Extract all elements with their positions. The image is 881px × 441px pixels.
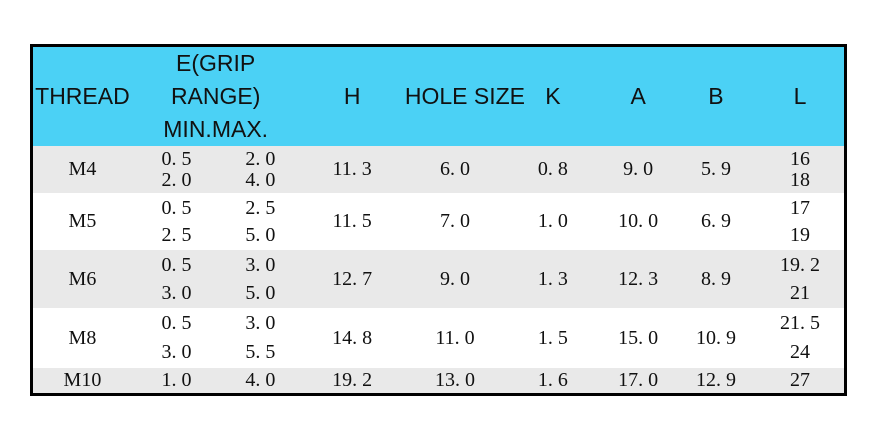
grip-max-line1: 2. 0 bbox=[245, 147, 276, 170]
col-header-h: H bbox=[343, 83, 361, 109]
l-cell: 19. 2 21 bbox=[756, 250, 845, 308]
table-row-m4: M4 0. 5 2. 0 2. 0 4. 0 11. 3 6. 0 0. 8 9… bbox=[31, 146, 846, 193]
k-cell: 1. 3 bbox=[537, 267, 568, 290]
grip-max-cell: 2. 5 5. 0 bbox=[221, 193, 299, 250]
hole-size-cell: 9. 0 bbox=[440, 267, 471, 290]
grip-max-line2: 4. 0 bbox=[245, 168, 276, 191]
h-cell: 11. 5 bbox=[332, 210, 372, 232]
thread-cell: M4 bbox=[68, 158, 97, 180]
hole-size-cell: 13. 0 bbox=[435, 368, 476, 391]
grip-max-line2: 5. 5 bbox=[245, 341, 276, 363]
k-cell: 1. 0 bbox=[537, 210, 568, 232]
b-cell: 10. 9 bbox=[695, 326, 736, 349]
col-header-grip-range: E(GRIP RANGE) MIN.MAX. bbox=[132, 46, 300, 147]
col-header-a: A bbox=[630, 83, 646, 109]
l-line2: 21 bbox=[790, 282, 811, 304]
l-line2: 19 bbox=[790, 223, 811, 246]
grip-min-cell: 0. 5 3. 0 bbox=[132, 308, 221, 368]
col-header-k: K bbox=[545, 83, 561, 109]
hole-size-cell: 7. 0 bbox=[440, 210, 471, 232]
a-cell: 9. 0 bbox=[623, 158, 654, 180]
grip-max-line1: 3. 0 bbox=[245, 312, 276, 334]
a-cell: 10. 0 bbox=[618, 210, 659, 232]
l-line2: 18 bbox=[790, 168, 811, 191]
h-cell: 14. 8 bbox=[332, 326, 373, 349]
k-cell: 1. 5 bbox=[537, 326, 568, 349]
h-cell: 12. 7 bbox=[332, 267, 373, 290]
grip-min-line2: 3. 0 bbox=[161, 341, 192, 363]
thread-cell: M10 bbox=[63, 368, 102, 391]
l-cell: 27 bbox=[790, 368, 811, 391]
b-cell: 5. 9 bbox=[700, 158, 731, 180]
grip-max-cell: 2. 0 4. 0 bbox=[221, 146, 299, 193]
spec-table: THREAD E(GRIP RANGE) MIN.MAX. H HOLE SIZ… bbox=[30, 44, 847, 396]
col-header-b: B bbox=[708, 83, 724, 109]
table-row-m6: M6 0. 5 3. 0 3. 0 5. 0 12. 7 9. 0 1. 3 1… bbox=[31, 250, 846, 308]
l-line1: 19. 2 bbox=[780, 254, 821, 276]
grip-min-line2: 2. 5 bbox=[161, 223, 192, 246]
col-header-thread: THREAD bbox=[35, 83, 130, 109]
grip-max-line2: 5. 0 bbox=[245, 223, 276, 246]
k-cell: 0. 8 bbox=[537, 158, 568, 180]
grip-min-cell: 1. 0 bbox=[161, 368, 192, 391]
grip-header-line3: MIN.MAX. bbox=[163, 116, 269, 142]
l-cell: 17 19 bbox=[756, 193, 845, 250]
grip-max-cell: 3. 0 5. 0 bbox=[221, 250, 299, 308]
grip-min-line2: 3. 0 bbox=[161, 282, 192, 304]
grip-min-line1: 0. 5 bbox=[161, 312, 192, 334]
table-row-m10: M10 1. 0 4. 0 19. 2 13. 0 1. 6 17. 0 12.… bbox=[31, 368, 846, 394]
l-line1: 21. 5 bbox=[780, 312, 821, 334]
grip-header-line1: E(GRIP bbox=[176, 50, 256, 76]
grip-max-cell: 4. 0 bbox=[245, 368, 276, 391]
h-cell: 19. 2 bbox=[332, 368, 373, 391]
grip-min-cell: 0. 5 2. 0 bbox=[132, 146, 221, 193]
grip-max-cell: 3. 0 5. 5 bbox=[221, 308, 299, 368]
thread-cell: M5 bbox=[68, 210, 97, 232]
b-cell: 6. 9 bbox=[700, 210, 731, 232]
hole-size-cell: 11. 0 bbox=[435, 326, 475, 349]
grip-max-line1: 2. 5 bbox=[245, 196, 276, 219]
a-cell: 12. 3 bbox=[618, 267, 659, 290]
grip-min-cell: 0. 5 3. 0 bbox=[132, 250, 221, 308]
grip-max-line1: 3. 0 bbox=[245, 254, 276, 276]
thread-cell: M8 bbox=[68, 326, 97, 349]
l-line1: 16 bbox=[790, 147, 811, 170]
a-cell: 15. 0 bbox=[618, 326, 659, 349]
k-cell: 1. 6 bbox=[537, 368, 568, 391]
b-cell: 8. 9 bbox=[700, 267, 731, 290]
a-cell: 17. 0 bbox=[618, 368, 659, 391]
b-cell: 12. 9 bbox=[695, 368, 736, 391]
grip-min-line2: 2. 0 bbox=[161, 168, 192, 191]
grip-min-line1: 0. 5 bbox=[161, 196, 192, 219]
header-row: THREAD E(GRIP RANGE) MIN.MAX. H HOLE SIZ… bbox=[31, 45, 846, 147]
grip-min-line1: 0. 5 bbox=[161, 147, 192, 170]
grip-min-line1: 0. 5 bbox=[161, 254, 192, 276]
hole-size-cell: 6. 0 bbox=[440, 158, 471, 180]
l-line1: 17 bbox=[790, 196, 811, 219]
thread-cell: M6 bbox=[68, 267, 97, 290]
col-header-l: L bbox=[793, 83, 807, 109]
l-cell: 16 18 bbox=[756, 146, 845, 193]
grip-min-cell: 0. 5 2. 5 bbox=[132, 193, 221, 250]
l-cell: 21. 5 24 bbox=[756, 308, 845, 368]
col-header-hole-size: HOLE SIZE bbox=[404, 83, 525, 109]
l-line2: 24 bbox=[790, 341, 811, 363]
table-row-m5: M5 0. 5 2. 5 2. 5 5. 0 11. 5 7. 0 1. 0 1… bbox=[31, 193, 846, 250]
table-row-m8: M8 0. 5 3. 0 3. 0 5. 5 14. 8 11. 0 1. 5 … bbox=[31, 308, 846, 368]
grip-max-line2: 5. 0 bbox=[245, 282, 276, 304]
h-cell: 11. 3 bbox=[332, 158, 372, 180]
grip-header-line2: RANGE) bbox=[170, 83, 261, 109]
